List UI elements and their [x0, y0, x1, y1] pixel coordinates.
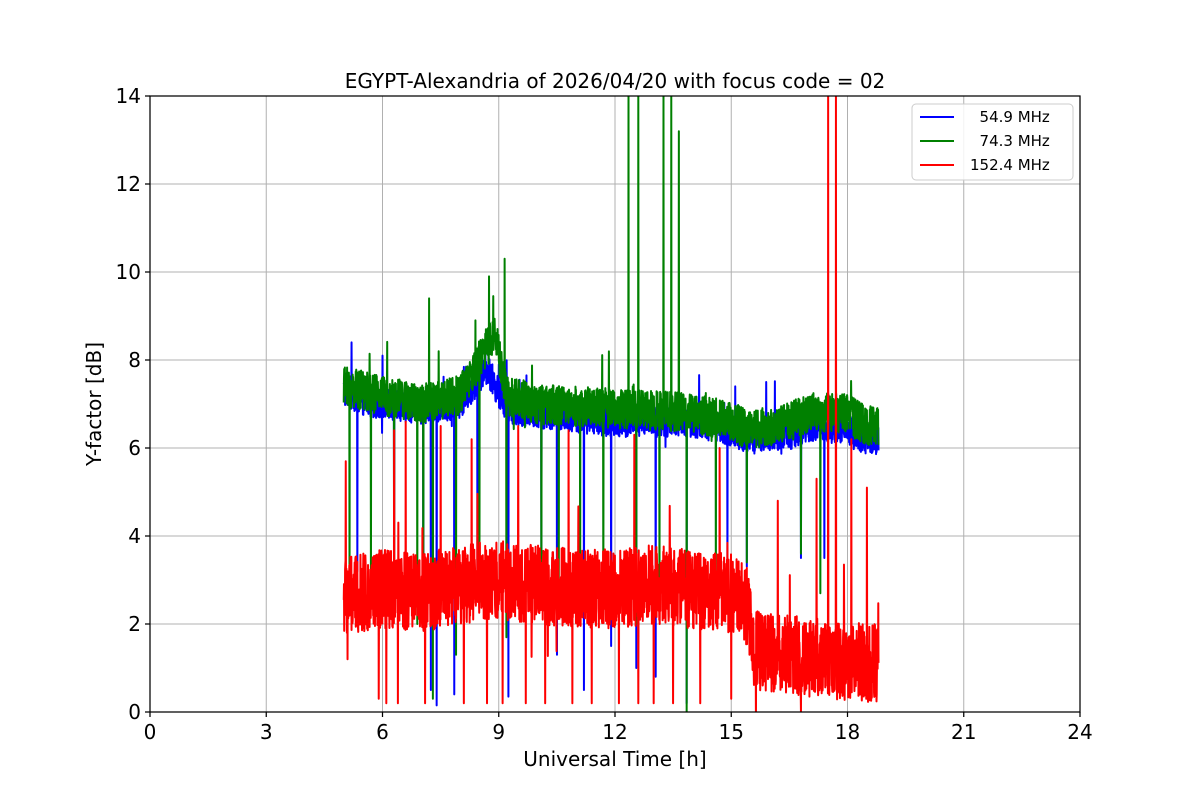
legend: 54.9 MHz 74.3 MHz 152.4 MHz [911, 103, 1074, 181]
y-tick-label: 12 [116, 172, 141, 196]
y-tick-label: 14 [116, 84, 141, 108]
y-tick-label: 10 [116, 260, 141, 284]
x-tick-label: 12 [602, 720, 627, 744]
y-tick-label: 0 [128, 700, 141, 724]
x-tick-label: 21 [951, 720, 976, 744]
x-tick-label: 3 [260, 720, 273, 744]
series-line-74-3-mhz [342, 96, 880, 712]
chart-title: EGYPT-Alexandria of 2026/04/20 with focu… [345, 69, 886, 93]
legend-label: 74.3 MHz [970, 132, 1050, 150]
series-line-152-4-mhz [342, 96, 880, 712]
x-tick-label: 15 [719, 720, 744, 744]
y-axis-label: Y-factor [dB] [82, 342, 106, 467]
y-tick-label: 2 [128, 612, 141, 636]
legend-label: 152.4 MHz [970, 156, 1050, 174]
x-tick-label: 9 [492, 720, 505, 744]
y-tick-label: 6 [128, 436, 141, 460]
x-tick-label: 24 [1067, 720, 1092, 744]
series-layer [342, 96, 880, 712]
x-axis-label: Universal Time [h] [523, 747, 706, 771]
legend-box [911, 103, 1074, 181]
y-tick-label: 4 [128, 524, 141, 548]
legend-label: 54.9 MHz [970, 108, 1050, 126]
x-tick-label: 18 [835, 720, 860, 744]
y-tick-label: 8 [128, 348, 141, 372]
legend-entries: 54.9 MHz 74.3 MHz 152.4 MHz [920, 108, 1050, 174]
x-tick-label: 6 [376, 720, 389, 744]
x-tick-label: 0 [144, 720, 157, 744]
